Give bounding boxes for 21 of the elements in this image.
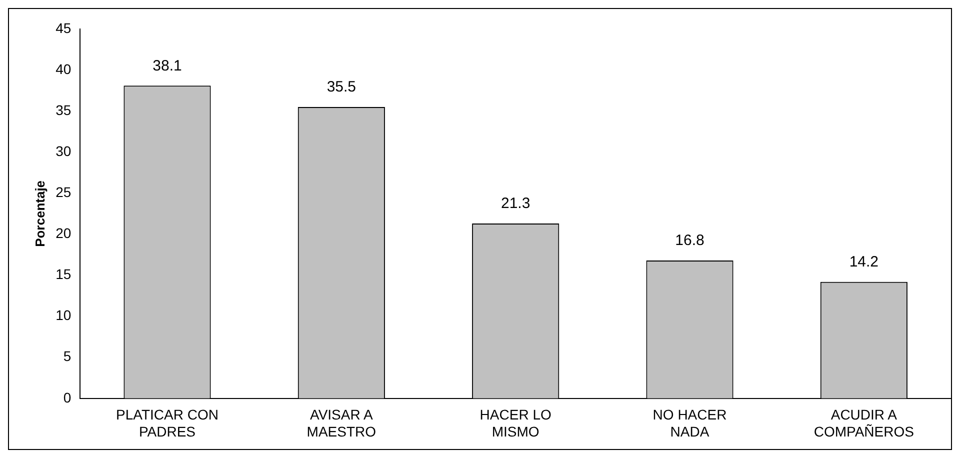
y-tick-label: 25 (56, 184, 72, 200)
y-tick-label: 35 (56, 102, 72, 118)
data-label: 21.3 (500, 195, 530, 212)
y-tick-label: 20 (56, 225, 72, 242)
y-tick-label: 0 (63, 389, 72, 406)
y-tick-label: 30 (56, 142, 72, 159)
y-tick-label: 40 (56, 60, 72, 77)
x-tick-label: PLATICAR CON PADRES (116, 406, 218, 440)
x-tick-label: ACUDIR A COMPAÑEROS (814, 406, 914, 440)
x-tick-label: HACER LO MISMO (480, 406, 552, 440)
y-tick-label: 15 (56, 266, 72, 282)
y-axis-title: Porcentaje (32, 180, 48, 247)
data-label: 14.2 (849, 253, 879, 270)
data-label: 16.8 (675, 232, 704, 250)
data-label: 35.5 (326, 78, 356, 96)
y-tick-label: 10 (56, 307, 72, 324)
x-tick-label: AVISAR A MAESTRO (306, 406, 376, 440)
x-tick-label: NO HACER NADA (652, 406, 727, 440)
data-label: 38.1 (152, 57, 182, 74)
y-tick-label: 5 (63, 348, 72, 364)
y-tick-label: 45 (56, 20, 72, 36)
